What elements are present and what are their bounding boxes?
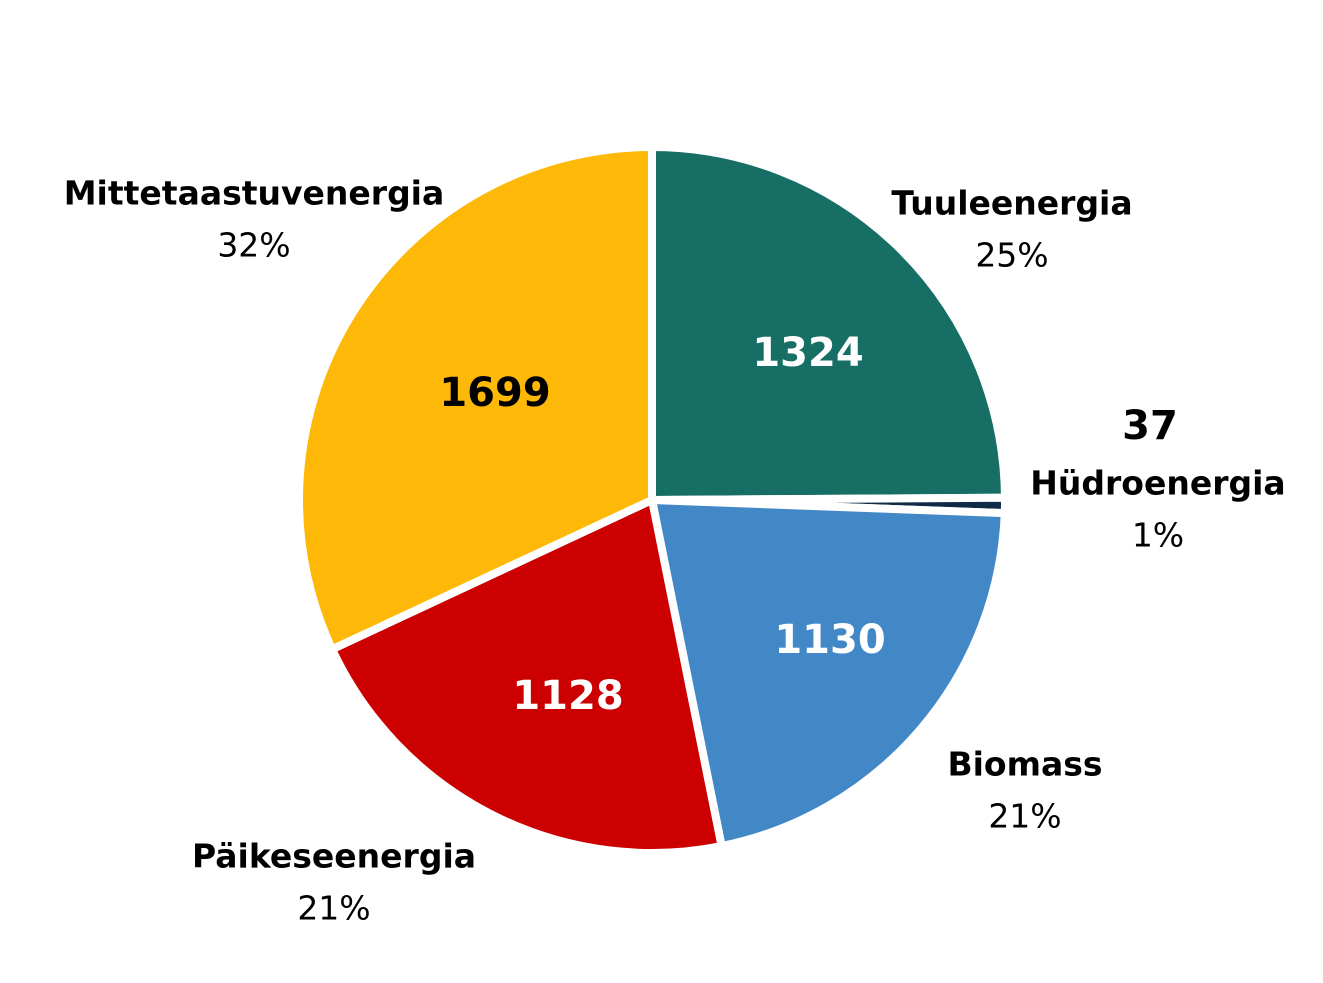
pie-slice-biomass [647,495,1009,851]
percent-label-mittetaastuvenergia: 32% [217,226,290,265]
percent-label-tuuleenergia: 25% [975,236,1048,275]
category-label-mittetaastuvenergia: Mittetaastuvenergia [64,174,445,213]
percent-label-biomass: 21% [988,797,1061,836]
category-label-tuuleenergia: Tuuleenergia [891,184,1132,223]
value-label-hudroenergia: 37 [1122,403,1178,449]
pie-labels: 1324 Tuuleenergia 25% 37 Hüdroenergia 1% 1130 B… [64,174,1286,928]
value-label-mittetaastuvenergia: 1699 [439,370,550,416]
value-label-tuuleenergia: 1324 [752,330,863,376]
percent-label-hudroenergia: 1% [1132,516,1184,555]
category-label-biomass: Biomass [947,745,1102,784]
pie-slices [295,142,1010,857]
percent-label-paikeseenergia: 21% [297,889,370,928]
pie-slice-paikeseenergia [326,494,727,857]
pie-slice-tuuleenergia [648,142,1010,505]
category-label-paikeseenergia: Päikeseenergia [192,837,476,876]
pie-slice-mittetaastuvenergia [295,142,656,655]
value-label-paikeseenergia: 1128 [512,673,623,719]
value-label-biomass: 1130 [774,617,885,663]
category-label-hudroenergia: Hüdroenergia [1030,464,1285,503]
